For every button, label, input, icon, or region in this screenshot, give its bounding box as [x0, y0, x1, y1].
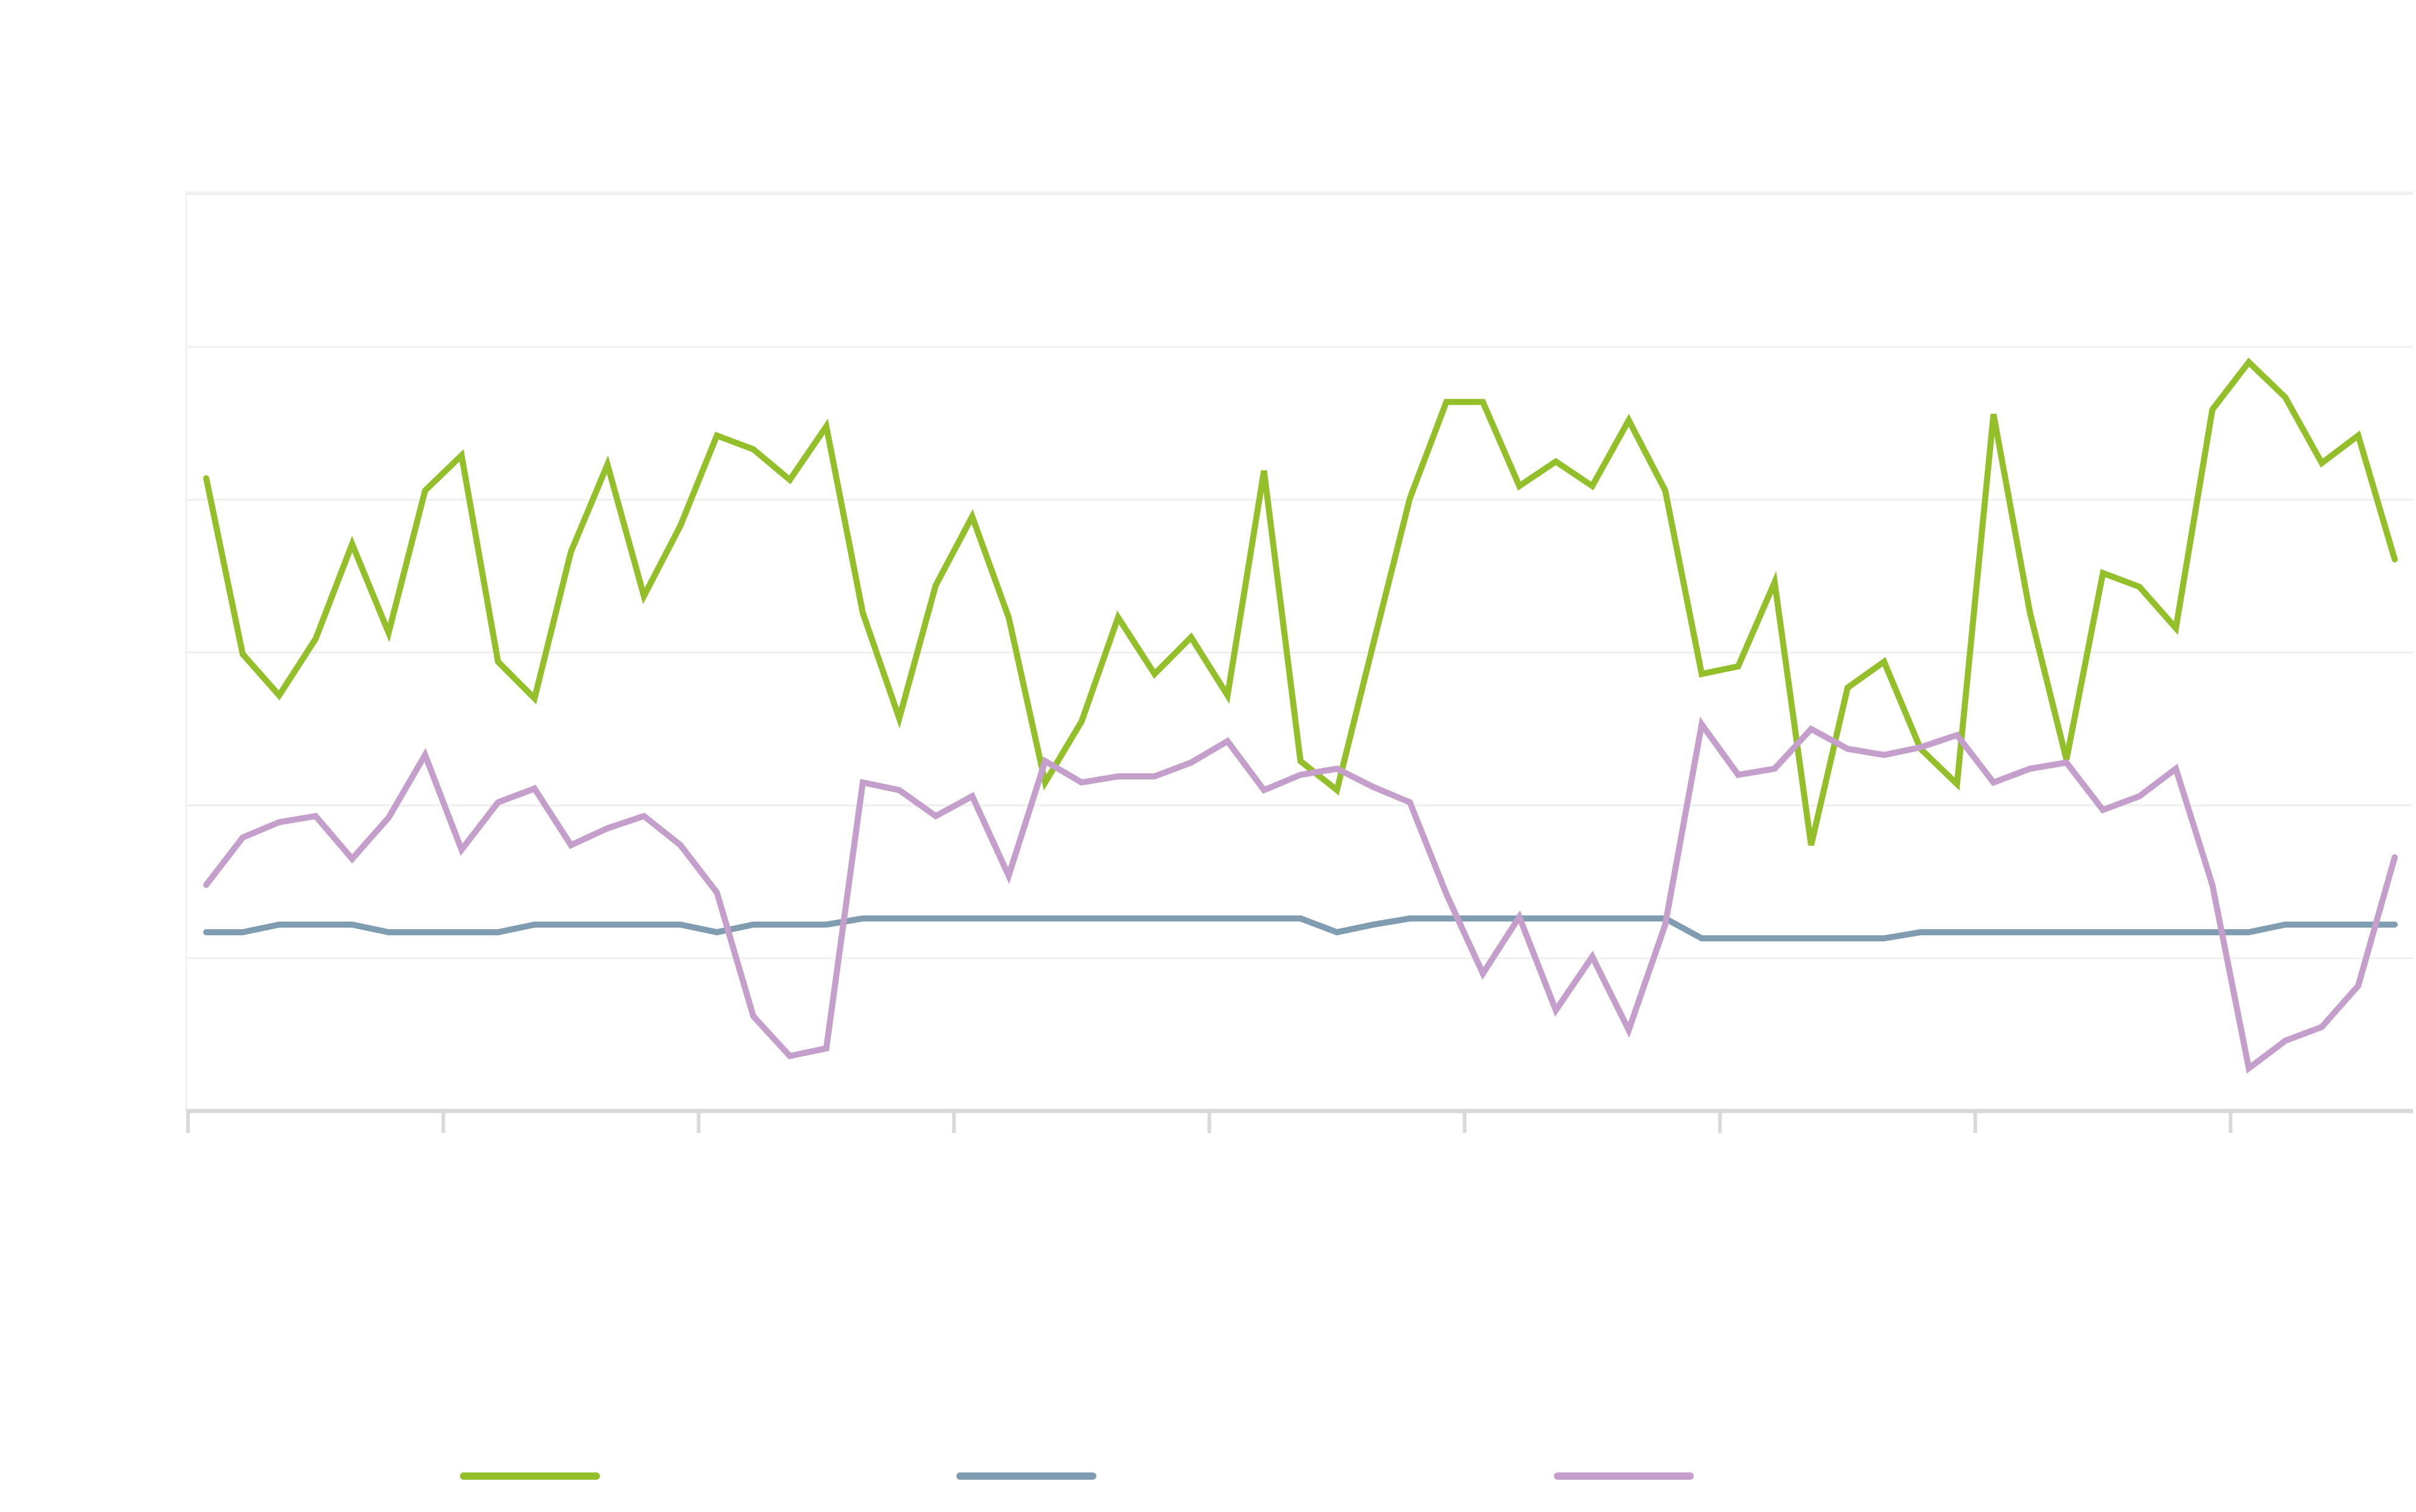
series-line: [203, 915, 2398, 942]
series-line: [203, 357, 2398, 846]
series-line: [203, 717, 2398, 1074]
